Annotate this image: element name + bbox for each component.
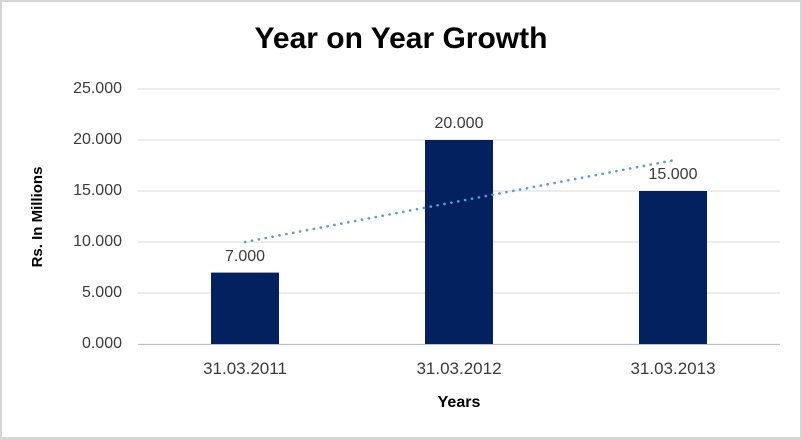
- x-category-label: 31.03.2011: [203, 359, 287, 378]
- trendline: [243, 159, 675, 244]
- y-tick-label: 10.000: [73, 233, 122, 250]
- chart-title: Year on Year Growth: [254, 22, 548, 55]
- data-label: 20.000: [434, 115, 484, 132]
- y-tick-label: 25.000: [73, 80, 122, 97]
- bar-31.03.2012: [425, 140, 493, 344]
- y-tick-label: 20.000: [73, 131, 122, 148]
- y-tick-label: 0.000: [81, 335, 122, 352]
- y-tick-label: 5.000: [81, 284, 122, 301]
- data-label: 15.000: [648, 166, 698, 183]
- x-axis-title: Years: [437, 394, 481, 411]
- y-tick-label: 15.000: [73, 182, 122, 199]
- bar-31.03.2013: [639, 191, 707, 344]
- bar-31.03.2011: [211, 272, 279, 344]
- x-category-label: 31.03.2012: [416, 359, 502, 378]
- x-category-label: 31.03.2013: [630, 359, 716, 378]
- data-label: 7.000: [224, 247, 266, 265]
